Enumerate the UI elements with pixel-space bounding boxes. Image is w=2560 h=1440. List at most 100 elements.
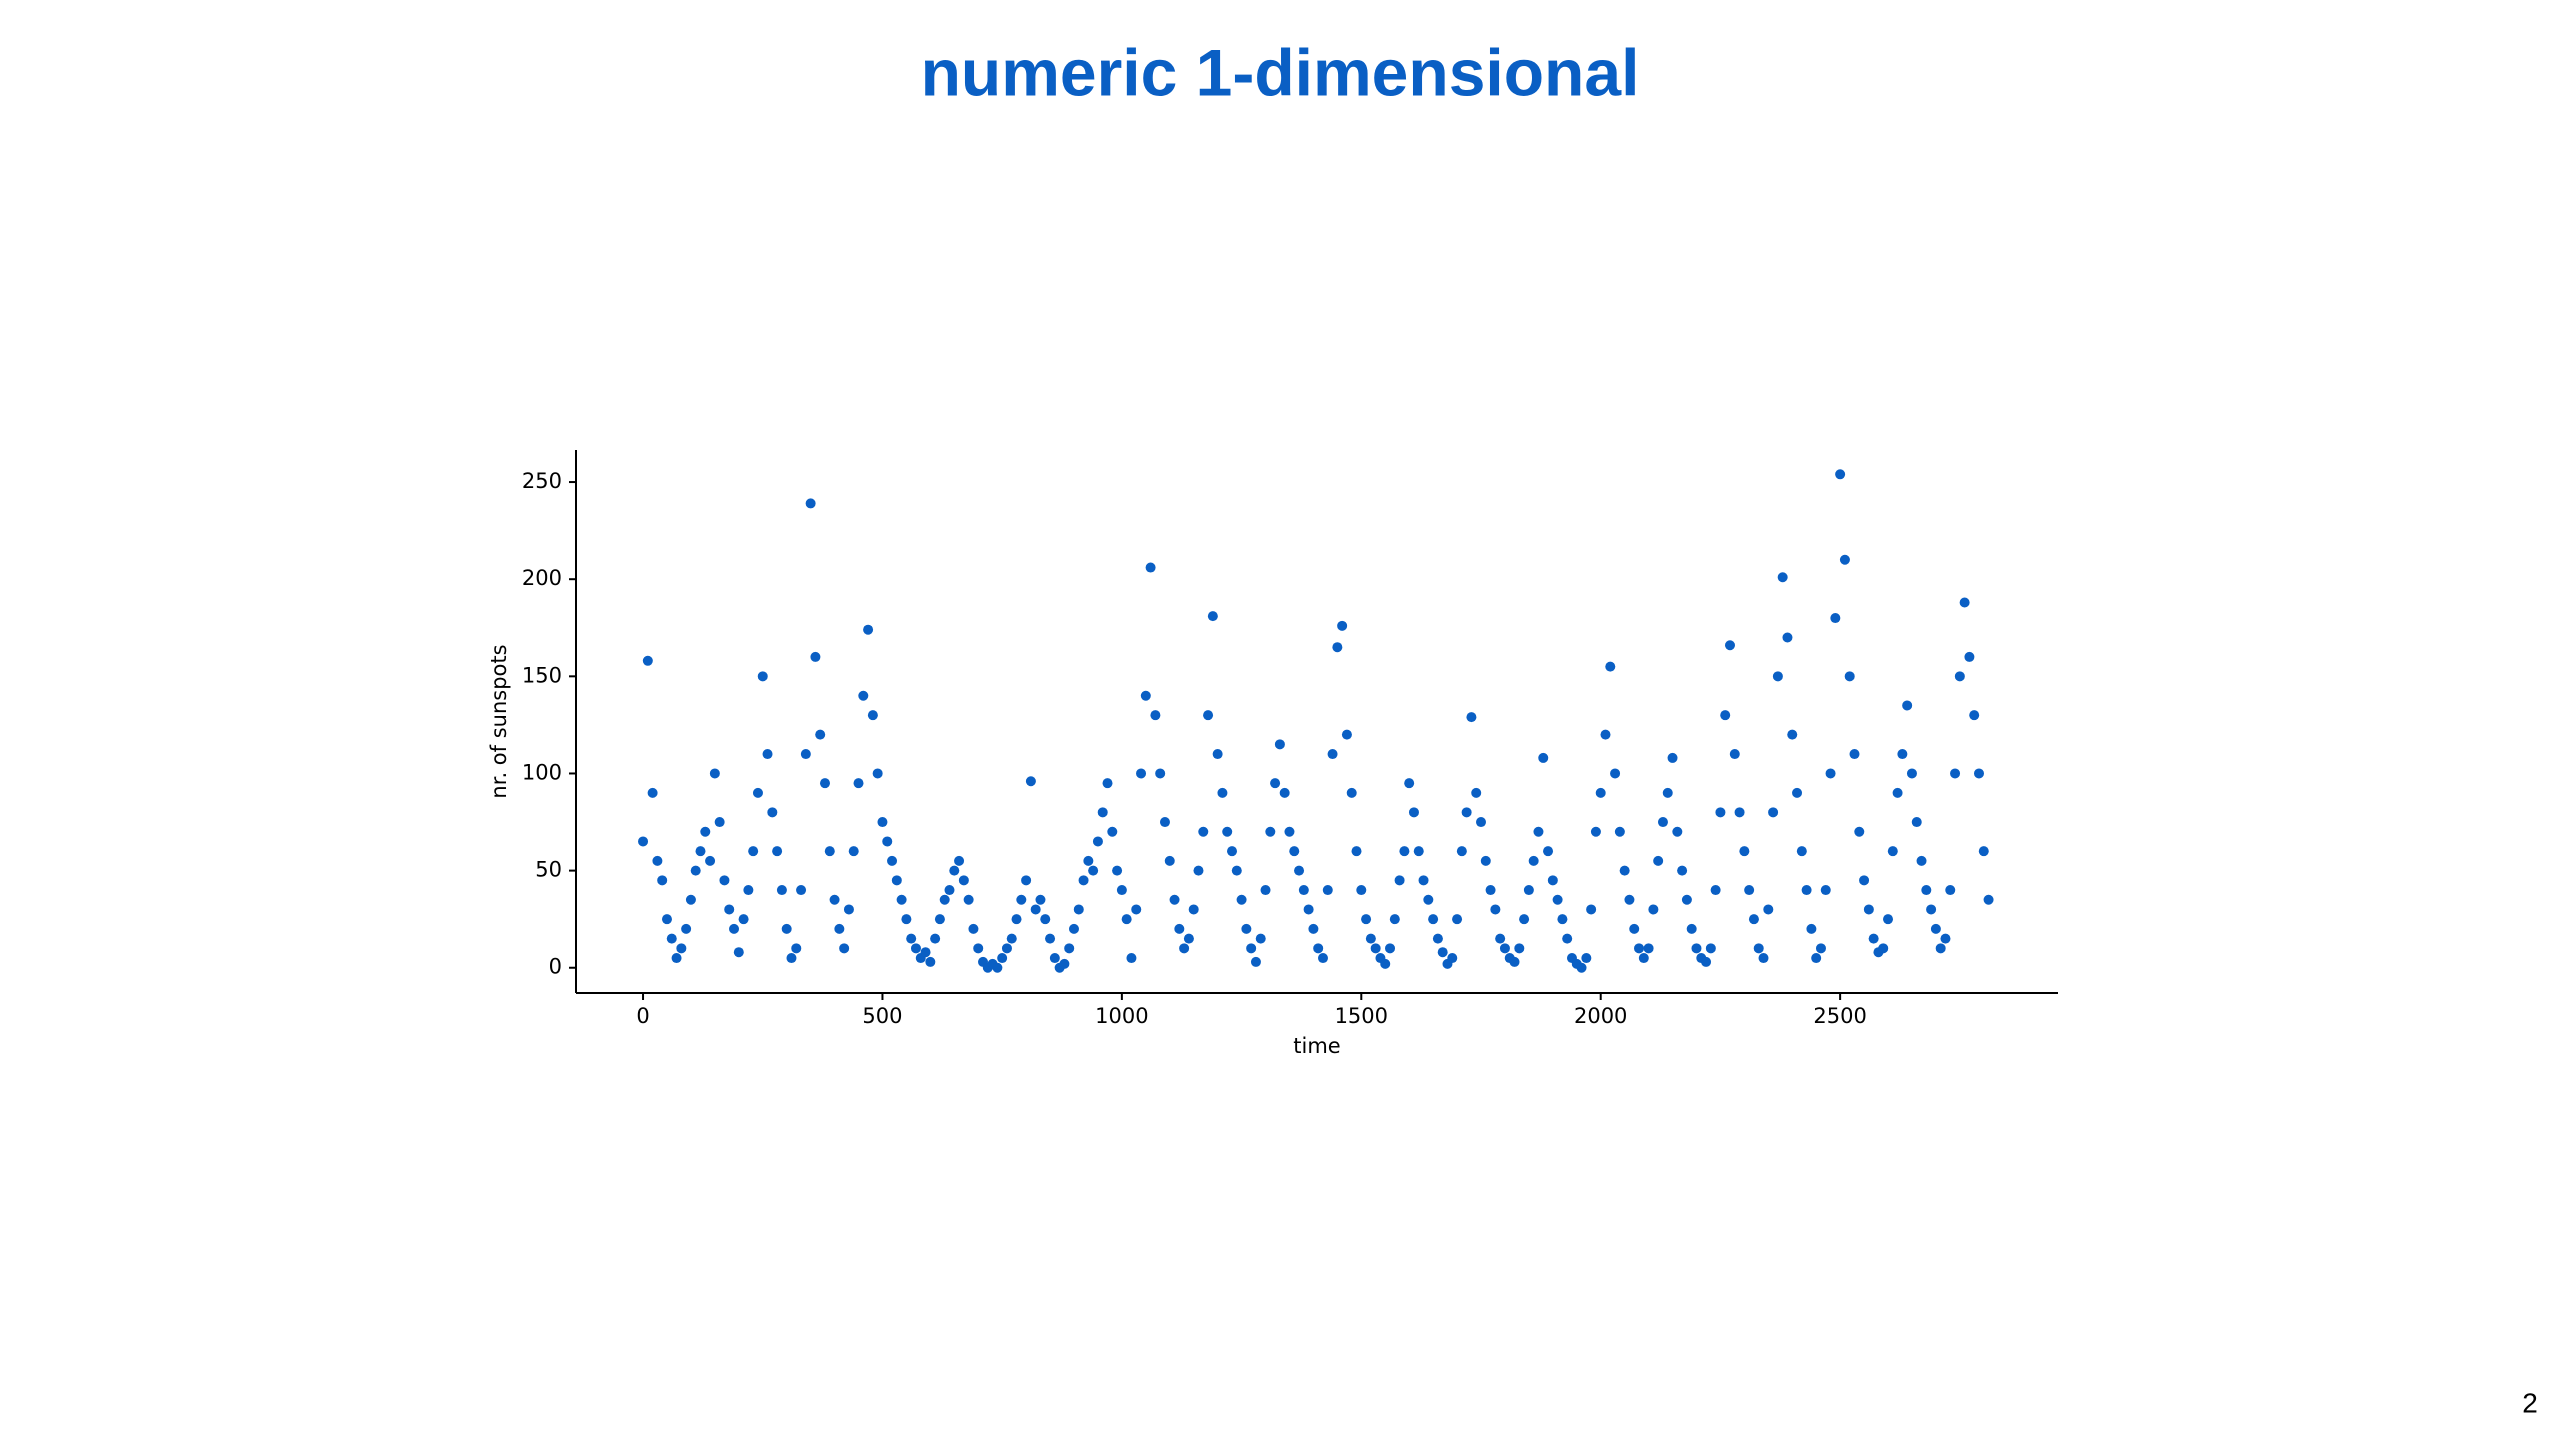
x-tick-label: 0: [636, 1004, 649, 1028]
point: [910, 943, 921, 954]
point: [1408, 807, 1419, 818]
point: [954, 855, 965, 866]
point: [1820, 885, 1831, 896]
point: [1466, 712, 1477, 723]
point: [1863, 904, 1874, 915]
point: [1634, 943, 1645, 954]
point: [958, 875, 969, 886]
point: [1543, 846, 1554, 857]
point: [1887, 846, 1898, 857]
point: [824, 846, 835, 857]
point: [1365, 933, 1376, 944]
point: [1523, 885, 1534, 896]
point: [1188, 904, 1199, 915]
point: [930, 933, 941, 944]
point: [1777, 572, 1788, 583]
point: [1705, 943, 1716, 954]
point: [1667, 752, 1678, 763]
point: [1471, 787, 1482, 798]
point: [1734, 807, 1745, 818]
point: [1940, 933, 1951, 944]
point: [997, 953, 1008, 964]
point: [1906, 768, 1917, 779]
point: [1739, 846, 1750, 857]
point: [829, 894, 840, 905]
point: [1916, 855, 1927, 866]
point: [1926, 904, 1937, 915]
point: [762, 749, 773, 760]
point: [1231, 865, 1242, 876]
point: [1088, 865, 1099, 876]
point: [1806, 923, 1817, 934]
point: [1629, 923, 1640, 934]
point: [1064, 943, 1075, 954]
point: [1830, 613, 1841, 624]
point: [1274, 739, 1285, 750]
point: [1868, 933, 1879, 944]
point: [848, 846, 859, 857]
point: [1844, 671, 1855, 682]
point: [1902, 700, 1913, 711]
point: [1600, 729, 1611, 740]
point: [690, 865, 701, 876]
point: [1590, 826, 1601, 837]
point: [1586, 904, 1597, 915]
point: [1025, 776, 1036, 787]
point: [1164, 855, 1175, 866]
point: [1605, 661, 1616, 672]
point: [1499, 943, 1510, 954]
point: [1614, 826, 1625, 837]
point: [781, 923, 792, 934]
point: [638, 836, 649, 847]
point: [1897, 749, 1908, 760]
point: [1011, 914, 1022, 925]
point: [1284, 826, 1295, 837]
point: [1049, 953, 1060, 964]
point: [1102, 778, 1113, 789]
point: [1059, 958, 1070, 969]
point: [1212, 749, 1223, 760]
point: [1193, 865, 1204, 876]
point: [1461, 807, 1472, 818]
point: [1624, 894, 1635, 905]
point: [925, 956, 936, 967]
point: [1758, 953, 1769, 964]
point: [1782, 632, 1793, 643]
point: [858, 690, 869, 701]
point: [1815, 943, 1826, 954]
point: [748, 846, 759, 857]
point: [1983, 894, 1994, 905]
point: [1155, 768, 1166, 779]
point: [1878, 943, 1889, 954]
point: [719, 875, 730, 886]
y-tick-label: 250: [522, 469, 562, 493]
point: [1768, 807, 1779, 818]
point: [1121, 914, 1132, 925]
point: [1547, 875, 1558, 886]
point: [1174, 923, 1185, 934]
point: [1303, 904, 1314, 915]
point: [1452, 914, 1463, 925]
point: [1552, 894, 1563, 905]
point: [1724, 640, 1735, 651]
y-tick-label: 150: [522, 663, 562, 687]
point: [992, 962, 1003, 973]
point: [1859, 875, 1870, 886]
y-tick-label: 100: [522, 760, 562, 784]
point: [1653, 855, 1664, 866]
point: [776, 885, 787, 896]
point: [1748, 914, 1759, 925]
point: [1562, 933, 1573, 944]
point: [1332, 642, 1343, 653]
point: [1404, 778, 1415, 789]
point: [1753, 943, 1764, 954]
point: [1538, 752, 1549, 763]
point: [1854, 826, 1865, 837]
point: [906, 933, 917, 944]
page-number: 2: [2522, 1387, 2538, 1418]
point: [1973, 768, 1984, 779]
point: [1514, 943, 1525, 954]
point: [1380, 958, 1391, 969]
point: [1677, 865, 1688, 876]
